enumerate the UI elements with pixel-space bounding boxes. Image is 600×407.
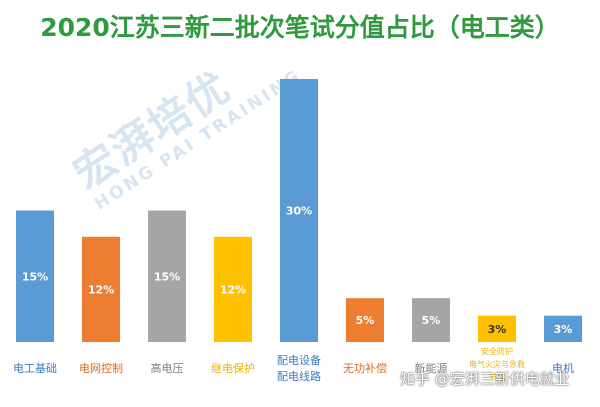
chart-title: 2020江苏三新二批次笔试分值占比（电工类） [40, 13, 560, 42]
category-label-1: 电工基础 [13, 362, 57, 375]
bar-9 [544, 315, 582, 342]
data-label-7: 5% [422, 314, 441, 327]
bar-6 [346, 298, 384, 342]
data-label-6: 5% [356, 314, 375, 327]
data-label-9: 3% [554, 323, 573, 336]
category-label-5: 配电设备配电线路 [277, 353, 321, 383]
category-label-7: 新能源 [415, 361, 448, 375]
category-label-9: 电机 [552, 361, 574, 375]
bar-5 [280, 79, 318, 342]
zhihu-watermark: 知乎 @宏湃三新供电就业 [400, 370, 570, 388]
bar-8 [478, 315, 516, 342]
bar-1 [16, 210, 54, 342]
data-label-4: 12% [220, 283, 246, 296]
data-label-2: 12% [88, 283, 114, 296]
bar-3 [148, 210, 186, 342]
bar-4 [214, 236, 252, 342]
category-label-8: 安全防护电气火灾与急救节能 [469, 346, 525, 382]
data-label-3: 15% [154, 270, 180, 283]
bar-2 [82, 236, 120, 342]
category-label-4: 继电保护 [211, 361, 255, 375]
data-label-8: 3% [488, 323, 507, 336]
data-label-5: 30% [286, 205, 312, 218]
data-label-1: 15% [22, 270, 48, 283]
category-label-2: 电网控制 [79, 361, 123, 375]
bar-7 [412, 298, 450, 342]
category-label-3: 高电压 [151, 361, 184, 375]
category-label-6: 无功补偿 [343, 361, 387, 375]
